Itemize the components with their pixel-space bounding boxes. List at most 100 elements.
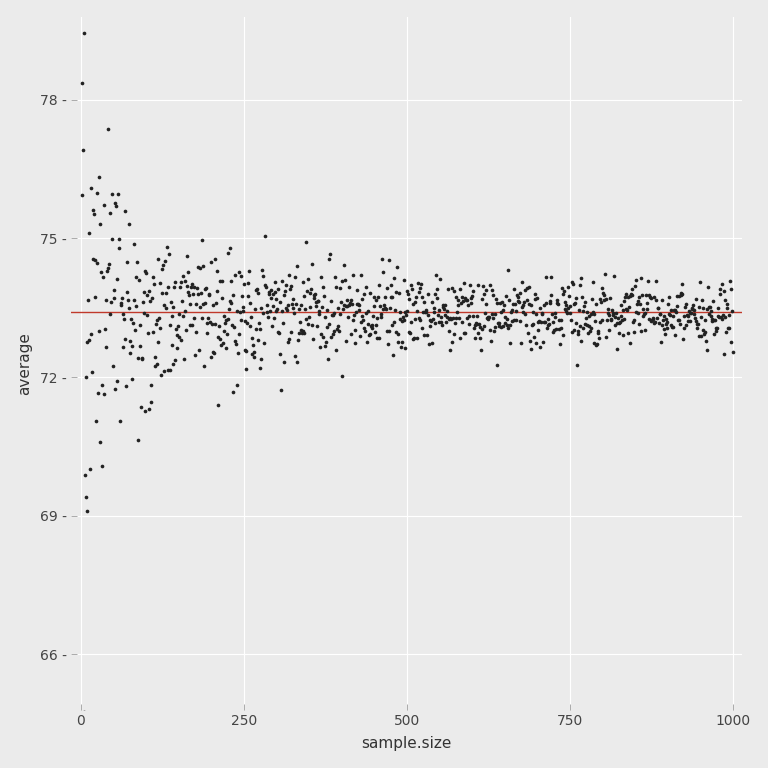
Point	[690, 315, 702, 327]
Point	[684, 306, 697, 319]
Point	[237, 301, 249, 313]
Point	[384, 302, 396, 314]
Point	[248, 351, 260, 363]
Point	[234, 313, 247, 326]
Point	[350, 284, 362, 296]
Point	[493, 319, 505, 332]
Point	[549, 306, 561, 319]
Point	[94, 218, 106, 230]
Point	[356, 310, 369, 322]
Point	[703, 308, 715, 320]
Point	[482, 313, 495, 326]
Point	[324, 295, 336, 307]
Point	[411, 305, 423, 317]
Point	[89, 254, 101, 266]
Point	[466, 290, 478, 302]
Point	[628, 326, 641, 338]
Point	[392, 336, 404, 348]
Point	[604, 310, 616, 322]
Point	[204, 316, 216, 328]
Point	[93, 325, 105, 337]
Point	[286, 297, 298, 310]
Point	[485, 283, 498, 296]
Point	[587, 306, 599, 318]
Point	[608, 319, 621, 331]
Point	[508, 313, 521, 326]
Point	[626, 290, 638, 302]
Point	[88, 208, 100, 220]
Point	[346, 328, 358, 340]
Point	[615, 299, 627, 311]
Point	[657, 313, 669, 326]
Point	[718, 285, 730, 297]
Point	[310, 296, 322, 308]
Point	[116, 292, 128, 304]
Point	[382, 254, 395, 266]
Point	[190, 297, 202, 310]
Point	[328, 307, 340, 319]
Point	[164, 364, 176, 376]
Point	[414, 282, 426, 294]
Point	[717, 348, 730, 360]
Point	[376, 253, 388, 266]
Point	[576, 291, 588, 303]
Point	[543, 317, 555, 329]
Point	[488, 307, 501, 319]
Point	[601, 314, 613, 326]
Point	[538, 316, 551, 328]
Point	[568, 298, 580, 310]
Point	[126, 373, 138, 386]
Point	[389, 316, 401, 328]
Point	[469, 319, 482, 331]
Point	[419, 304, 432, 316]
Point	[458, 276, 470, 289]
Point	[475, 293, 488, 306]
Point	[83, 334, 95, 346]
Point	[461, 312, 473, 324]
Point	[565, 313, 578, 326]
Point	[176, 295, 188, 307]
Point	[341, 300, 353, 313]
Point	[471, 318, 483, 330]
Point	[196, 234, 208, 247]
Point	[453, 312, 465, 324]
Point	[607, 309, 619, 321]
Point	[184, 297, 196, 310]
Point	[102, 123, 114, 135]
Point	[134, 400, 147, 412]
Point	[271, 303, 283, 316]
Point	[644, 315, 657, 327]
Point	[657, 323, 670, 336]
Point	[213, 320, 225, 333]
Point	[230, 306, 243, 318]
Point	[292, 334, 304, 346]
Point	[542, 313, 554, 325]
Point	[323, 318, 336, 330]
Point	[443, 313, 455, 325]
Point	[274, 347, 286, 359]
Point	[482, 310, 494, 323]
Point	[154, 277, 166, 290]
Point	[564, 307, 576, 319]
Point	[75, 77, 88, 89]
Point	[183, 289, 195, 301]
Point	[674, 289, 687, 301]
Point	[429, 288, 441, 300]
Point	[478, 320, 491, 333]
Point	[193, 343, 205, 356]
Point	[536, 306, 548, 319]
Point	[351, 298, 363, 310]
Point	[186, 278, 198, 290]
Point	[720, 297, 733, 310]
Point	[611, 316, 624, 329]
Point	[550, 323, 562, 335]
Point	[694, 310, 707, 323]
Point	[127, 316, 139, 329]
Point	[104, 308, 116, 320]
Point	[333, 283, 346, 295]
Point	[460, 294, 472, 306]
Point	[161, 240, 173, 253]
Point	[344, 297, 356, 310]
Point	[724, 275, 737, 287]
Point	[500, 290, 512, 302]
